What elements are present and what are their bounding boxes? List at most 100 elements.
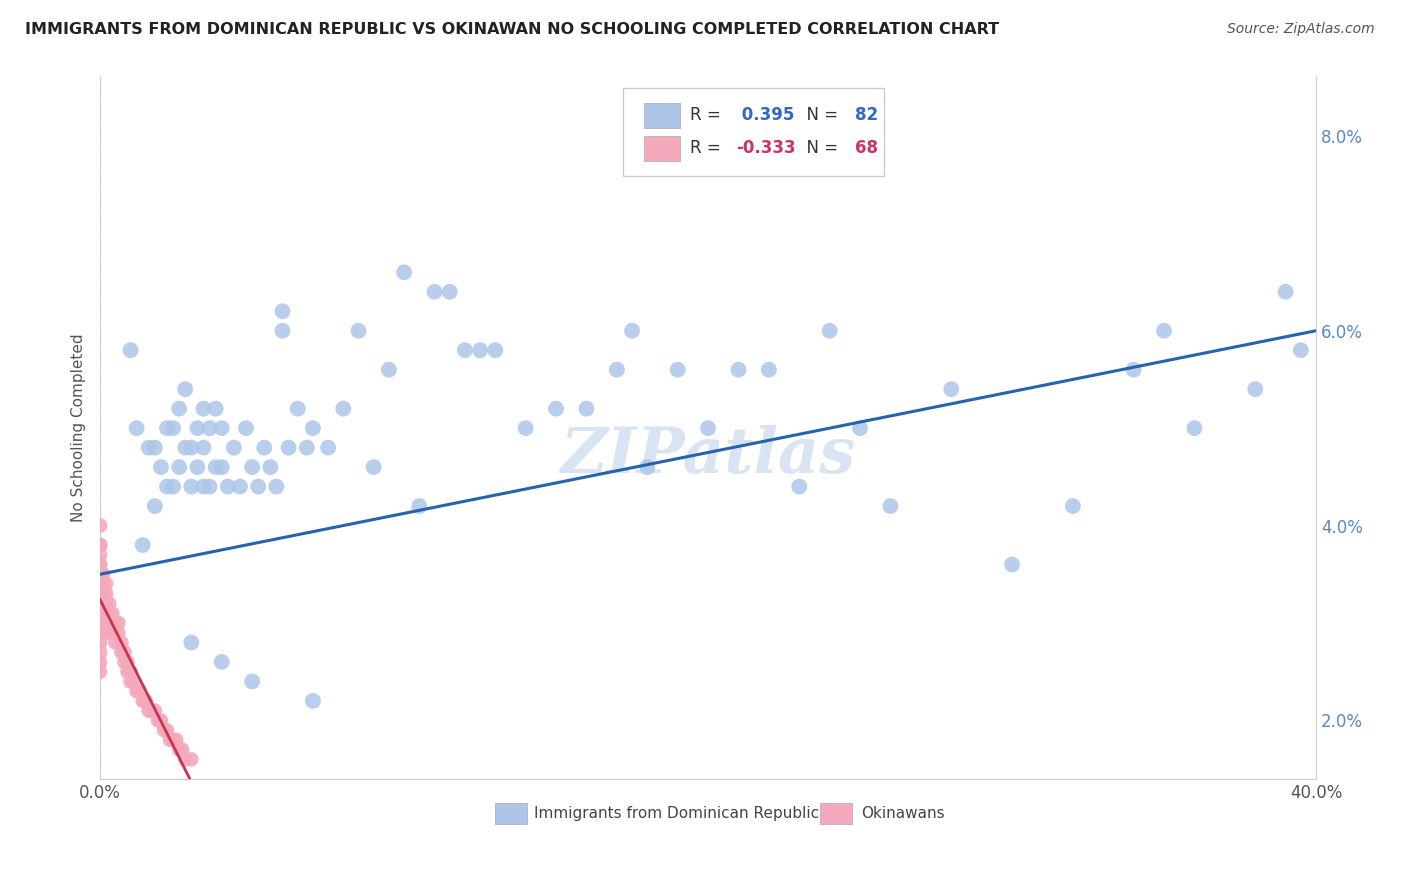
Point <box>96 597 118 611</box>
Point <box>295 441 318 455</box>
Point <box>180 480 202 494</box>
Point <box>204 460 226 475</box>
Point <box>271 304 294 318</box>
Y-axis label: No Schooling Completed: No Schooling Completed <box>72 334 86 523</box>
Point <box>172 742 194 756</box>
Point <box>235 421 257 435</box>
Point <box>546 401 568 416</box>
Point <box>1274 285 1296 299</box>
Point <box>193 441 215 455</box>
Point <box>167 401 190 416</box>
Text: Source: ZipAtlas.com: Source: ZipAtlas.com <box>1227 22 1375 37</box>
Point <box>143 441 166 455</box>
Point <box>120 665 142 679</box>
Point <box>211 421 233 435</box>
Point <box>287 401 309 416</box>
Point <box>186 460 208 475</box>
Point <box>156 480 179 494</box>
Point <box>392 265 415 279</box>
Point <box>96 587 118 601</box>
Point <box>193 401 215 416</box>
Point <box>1001 558 1024 572</box>
Point <box>666 362 689 376</box>
Point <box>143 499 166 513</box>
Point <box>91 597 114 611</box>
Point <box>104 625 127 640</box>
Point <box>89 577 111 591</box>
Point <box>606 362 628 376</box>
Point <box>131 538 153 552</box>
Point <box>110 645 132 659</box>
Point <box>347 324 370 338</box>
Point <box>162 421 184 435</box>
Point <box>575 401 598 416</box>
Point <box>89 548 111 562</box>
Point <box>758 362 780 376</box>
Text: 0.395: 0.395 <box>735 106 794 124</box>
Point <box>879 499 901 513</box>
Point <box>180 635 202 649</box>
Point <box>253 441 276 455</box>
Text: 68: 68 <box>855 139 879 157</box>
FancyBboxPatch shape <box>820 804 852 824</box>
FancyBboxPatch shape <box>495 804 527 824</box>
Point <box>515 421 537 435</box>
Point <box>180 752 202 766</box>
Point <box>484 343 506 358</box>
Point <box>101 606 124 620</box>
Text: ZIPatlas: ZIPatlas <box>561 425 856 487</box>
Point <box>211 460 233 475</box>
Point <box>271 324 294 338</box>
Point <box>89 606 111 620</box>
Point <box>156 421 179 435</box>
Point <box>156 723 179 738</box>
Point <box>138 441 160 455</box>
Point <box>96 606 118 620</box>
Point <box>247 480 270 494</box>
Point <box>222 441 245 455</box>
Point <box>408 499 430 513</box>
Text: IMMIGRANTS FROM DOMINICAN REPUBLIC VS OKINAWAN NO SCHOOLING COMPLETED CORRELATIO: IMMIGRANTS FROM DOMINICAN REPUBLIC VS OK… <box>25 22 1000 37</box>
Point <box>101 615 124 630</box>
Text: N =: N = <box>796 139 844 157</box>
Text: R =: R = <box>690 106 725 124</box>
Point <box>174 752 197 766</box>
Point <box>167 460 190 475</box>
Point <box>125 421 148 435</box>
Point <box>302 694 325 708</box>
Point <box>104 635 127 649</box>
Text: Immigrants from Dominican Republic: Immigrants from Dominican Republic <box>534 806 820 822</box>
Point <box>117 655 139 669</box>
Point <box>141 704 163 718</box>
Point <box>439 285 461 299</box>
Point <box>162 732 184 747</box>
Point <box>98 597 121 611</box>
Point <box>941 382 963 396</box>
Point <box>266 480 288 494</box>
Point <box>89 567 111 582</box>
Point <box>240 460 263 475</box>
Point <box>240 674 263 689</box>
Text: R =: R = <box>690 139 725 157</box>
Point <box>727 362 749 376</box>
Point <box>229 480 252 494</box>
Point <box>1244 382 1267 396</box>
Text: Okinawans: Okinawans <box>862 806 945 822</box>
Point <box>316 441 339 455</box>
Point <box>259 460 281 475</box>
Point <box>122 674 145 689</box>
Point <box>89 538 111 552</box>
Point <box>849 421 872 435</box>
Point <box>143 704 166 718</box>
Point <box>91 577 114 591</box>
Point <box>180 441 202 455</box>
Point <box>91 615 114 630</box>
Point <box>1122 362 1144 376</box>
Point <box>110 635 132 649</box>
Point <box>98 615 121 630</box>
Point <box>302 421 325 435</box>
Point <box>818 324 841 338</box>
Text: -0.333: -0.333 <box>735 139 796 157</box>
Text: 82: 82 <box>855 106 879 124</box>
Point <box>1153 324 1175 338</box>
